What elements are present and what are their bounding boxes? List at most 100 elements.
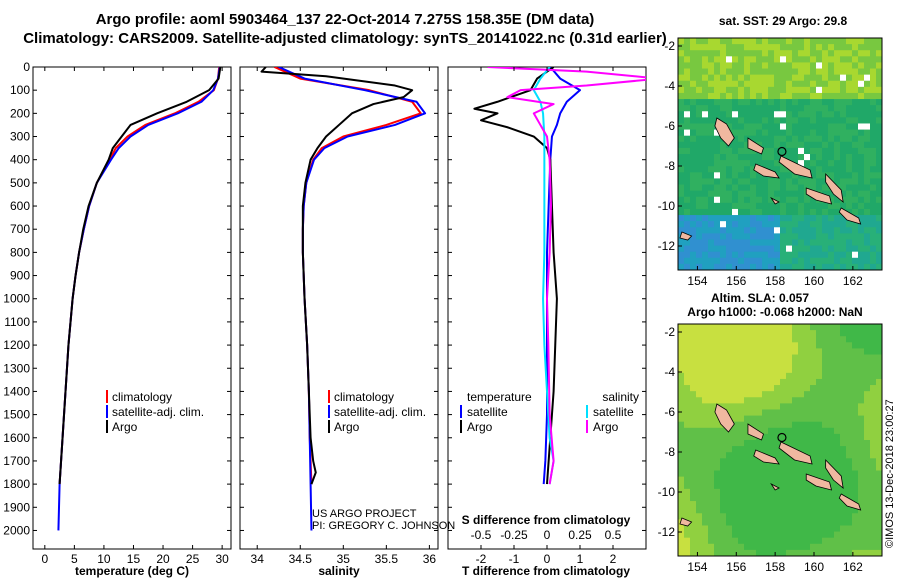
map-cell	[786, 105, 793, 112]
salinity-plot	[260, 67, 427, 531]
map-cell	[768, 208, 775, 216]
map-cell	[768, 196, 775, 204]
map-cell	[816, 178, 823, 186]
map-cell	[858, 525, 865, 533]
map-cell	[864, 147, 871, 155]
legend-header-salinity: salinity	[602, 390, 639, 404]
map-cell	[786, 239, 793, 247]
map-cell	[816, 324, 823, 331]
map-cell	[714, 74, 721, 82]
map-cell	[804, 543, 811, 551]
map-cell	[684, 251, 691, 259]
map-cell	[798, 446, 805, 453]
map-cell	[738, 421, 745, 429]
map-cell	[828, 458, 835, 466]
map-cell	[756, 354, 763, 362]
map-cell	[690, 324, 697, 331]
map-cell	[792, 227, 799, 234]
map-cell	[828, 208, 835, 216]
map-cell	[864, 470, 871, 478]
map-cell	[738, 80, 745, 88]
map-cell	[858, 482, 865, 490]
map-cell	[822, 415, 829, 423]
map-cell	[738, 147, 745, 155]
depth-tick-label: 900	[10, 269, 30, 283]
map-cell	[702, 342, 709, 350]
map-cell	[714, 56, 721, 64]
map-cell	[696, 221, 703, 228]
map-cell	[810, 494, 817, 502]
map-cell	[792, 440, 799, 447]
island	[778, 155, 813, 179]
legend-label-satellite: satellite-adj. clim.	[334, 405, 426, 419]
map-cell	[798, 507, 805, 514]
map-cell	[822, 147, 829, 155]
map-cell	[780, 519, 787, 527]
map-cell	[732, 458, 739, 466]
map-cell	[690, 385, 697, 392]
map-cell	[678, 537, 685, 545]
map-cell	[798, 154, 805, 161]
map-cell	[768, 421, 775, 429]
map-cell	[702, 221, 709, 228]
map-cell	[762, 227, 769, 234]
map-cell	[702, 111, 709, 118]
map-cell	[756, 525, 763, 533]
map-cell	[828, 452, 835, 459]
map-cell	[840, 415, 847, 423]
map-cell	[840, 38, 847, 45]
map-cell	[846, 80, 853, 88]
map-cell	[750, 172, 757, 180]
map-cell	[816, 86, 823, 94]
map-cell	[864, 336, 871, 343]
map-cell	[810, 117, 817, 125]
map-cell	[780, 56, 787, 64]
map-cell	[708, 208, 715, 216]
map-cell	[816, 233, 823, 241]
map-cell	[678, 154, 685, 161]
map-cell	[810, 245, 817, 253]
map-cell	[768, 427, 775, 435]
map-cell	[768, 105, 775, 112]
depth-tick-label: 400	[10, 153, 30, 167]
series-line-s-satellite	[532, 67, 555, 485]
map-cell	[750, 458, 757, 466]
map-cell	[834, 421, 841, 429]
map-cell	[744, 482, 751, 490]
map-cell	[720, 525, 727, 533]
map-cell	[702, 543, 709, 551]
map-cell	[834, 488, 841, 496]
map-cell	[696, 391, 703, 398]
map-cell	[852, 50, 859, 57]
map-cell	[792, 208, 799, 216]
map-cell	[702, 74, 709, 82]
map-cell	[810, 215, 817, 222]
map-cell	[750, 38, 757, 45]
map-cell	[678, 215, 685, 222]
map-cell	[678, 348, 685, 356]
map-cell	[702, 80, 709, 88]
map-cell	[870, 62, 877, 70]
map-cell	[804, 324, 811, 331]
map-cell	[876, 378, 882, 386]
map-cell	[804, 257, 811, 265]
map-cell	[840, 154, 847, 161]
map-cell	[756, 44, 763, 51]
map-cell	[822, 391, 829, 398]
map-cell	[774, 166, 781, 173]
map-cell	[816, 354, 823, 362]
map-cell	[732, 227, 739, 234]
map-cell	[846, 366, 853, 374]
map-cell	[822, 330, 829, 337]
map-cell	[810, 507, 817, 514]
map-cell	[846, 62, 853, 70]
map-cell	[804, 38, 811, 45]
map-cell	[876, 501, 882, 508]
map-cell	[852, 68, 859, 76]
map-cell	[696, 147, 703, 155]
map-cell	[876, 38, 882, 45]
map-cell	[852, 135, 859, 143]
map-cell	[732, 147, 739, 155]
map-cell	[870, 111, 877, 118]
map-cell	[798, 360, 805, 368]
